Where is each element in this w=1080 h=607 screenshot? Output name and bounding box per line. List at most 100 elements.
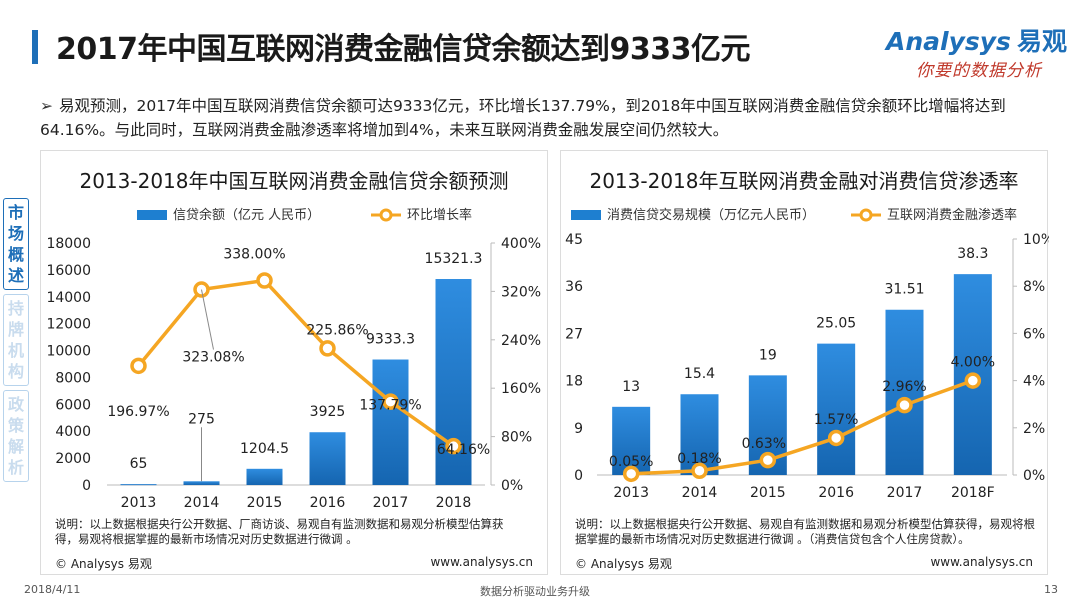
x-tick-label: 2017 (373, 495, 409, 511)
url-left: www.analysys.cn (430, 555, 533, 569)
x-tick-label: 2018F (951, 485, 995, 501)
source-right: © Analysys 易观 (575, 557, 672, 571)
line-value-label: 64.16% (437, 442, 490, 458)
line-value-label: 338.00% (223, 247, 285, 263)
y-tick-label: 4000 (55, 424, 91, 440)
y-tick-label: 16000 (46, 263, 91, 279)
legend-line-label: 互联网消费金融渗透率 (887, 207, 1017, 223)
y-tick-label: 9 (574, 421, 583, 437)
line-value-label: 2.96% (882, 379, 926, 395)
bar-value-label: 19 (759, 347, 777, 363)
bar-2016 (309, 432, 346, 485)
y2-tick-label: 0% (501, 478, 523, 494)
url-right: www.analysys.cn (930, 555, 1033, 569)
y-tick-label: 27 (565, 326, 583, 342)
bar-2017 (372, 359, 409, 485)
y2-tick-label: 4% (1023, 374, 1045, 390)
y2-tick-label: 240% (501, 333, 541, 349)
y-tick-label: 2000 (55, 451, 91, 467)
line-value-label: 0.63% (742, 436, 786, 452)
y2-tick-label: 0% (1023, 468, 1045, 484)
y2-tick-label: 10% (1023, 232, 1049, 248)
y2-tick-label: 400% (501, 236, 541, 252)
x-tick-label: 2017 (887, 485, 923, 501)
page-title: 2017年中国互联网消费金融信贷余额达到9333亿元 (56, 32, 751, 67)
analysys-logo: Analysys 易观 你要的数据分析 (886, 22, 1067, 82)
growth-line (137, 278, 455, 448)
chart-title-right: 2013-2018年互联网消费金融对消费信贷渗透率 (589, 169, 1019, 193)
line-point-2014 (193, 281, 210, 298)
legend-line-marker (859, 208, 873, 222)
line-point-2016 (827, 429, 845, 447)
penetration-rate-chart: 消费信贷交易规模（万亿元人民币） 互联网消费金融渗透率 0 9 18 27 36 45 0% 2%… (565, 207, 1049, 501)
line-point-2018 (445, 437, 462, 455)
chart-note-left: 说明：以上数据根据央行公开数据、厂商访谈、易观自有监测数据和易观分析模型估算获得… (55, 517, 504, 546)
y-tick-label: 12000 (46, 317, 91, 333)
line-point-2016 (319, 340, 336, 357)
legend-bar-swatch (137, 210, 167, 220)
y-tick-label: 10000 (46, 344, 91, 360)
y-tick-label: 0 (574, 468, 583, 484)
side-tabs: 市场概述持牌机构政策解析 (3, 198, 29, 486)
line-point-2014 (691, 462, 708, 480)
source-left: © Analysys 易观 (55, 557, 152, 571)
bar-2015 (246, 468, 283, 485)
line-point-2017 (896, 396, 913, 414)
bar-value-label: 13 (622, 379, 640, 395)
y-tick-label: 14000 (46, 290, 91, 306)
logo-cn-text: 易观 (1016, 27, 1067, 56)
y-tick-label: 6000 (55, 397, 91, 413)
footer-date: 2018/4/11 (24, 583, 81, 596)
y2-tick-label: 160% (501, 381, 541, 397)
bar-2017 (885, 309, 924, 475)
legend-bar-swatch (571, 210, 601, 220)
bar-2014 (680, 394, 719, 475)
title-accent-bar (32, 30, 38, 64)
side-tab-0[interactable]: 市场概述 (3, 198, 29, 290)
bar-2013 (120, 484, 157, 486)
x-tick-label: 2014 (184, 495, 220, 511)
chart-panel-left: 2013-2018年中国互联网消费金融信贷余额预测 信贷余额（亿元 人民币） 环比… (40, 150, 548, 575)
line-point-2013 (622, 465, 640, 483)
line-value-label: 225.86% (306, 322, 368, 338)
y-tick-label: 45 (565, 232, 583, 248)
bar-value-label: 65 (130, 456, 148, 472)
line-point-2015 (256, 272, 273, 289)
logo-tagline: 你要的数据分析 (916, 61, 1042, 81)
legend-bar-label: 消费信贷交易规模（万亿元人民币） (607, 207, 815, 223)
x-tick-label: 2016 (310, 495, 346, 511)
legend-line-marker (379, 208, 393, 222)
y-tick-label: 18 (565, 374, 583, 390)
x-tick-label: 2016 (818, 485, 854, 501)
y-tick-label: 8000 (55, 370, 91, 386)
side-tab-1[interactable]: 持牌机构 (3, 294, 29, 386)
y2-tick-label: 80% (501, 430, 532, 446)
line-label-leader (201, 289, 214, 350)
logo-wordmark: Analysys 易观 (886, 22, 1067, 58)
line-value-label: 0.18% (677, 451, 721, 467)
chart-note-right: 说明：以上数据根据央行公开数据、易观自有监测数据和易观分析模型估算获得，易观将根… (575, 517, 1035, 546)
x-tick-label: 2014 (682, 485, 718, 501)
bar-value-label: 31.51 (884, 282, 924, 298)
bar-value-label: 275 (188, 411, 215, 427)
line-point-2013 (130, 357, 147, 375)
y-tick-label: 36 (565, 279, 583, 295)
bar-2014 (183, 481, 220, 485)
line-point-2017 (382, 393, 399, 410)
bar-2016 (817, 343, 856, 475)
x-tick-label: 2015 (750, 485, 786, 501)
chart-title-left: 2013-2018年中国互联网消费金融信贷余额预测 (79, 169, 509, 193)
logo-main-text: Analysys (886, 27, 1011, 56)
legend-bar-label: 信贷余额（亿元 人民币） (173, 207, 320, 223)
y2-tick-label: 320% (501, 284, 541, 300)
line-value-label: 196.97% (107, 404, 169, 420)
side-tab-2[interactable]: 政策解析 (3, 390, 29, 482)
x-tick-label: 2013 (613, 485, 649, 501)
line-point-2018F (964, 372, 982, 389)
bar-value-label: 15321.3 (425, 251, 483, 267)
x-tick-label: 2015 (247, 495, 283, 511)
y2-tick-label: 2% (1023, 421, 1045, 437)
bar-value-label: 1204.5 (240, 441, 289, 457)
line-value-label: 0.05% (609, 454, 653, 470)
y-tick-label: 0 (82, 478, 91, 494)
